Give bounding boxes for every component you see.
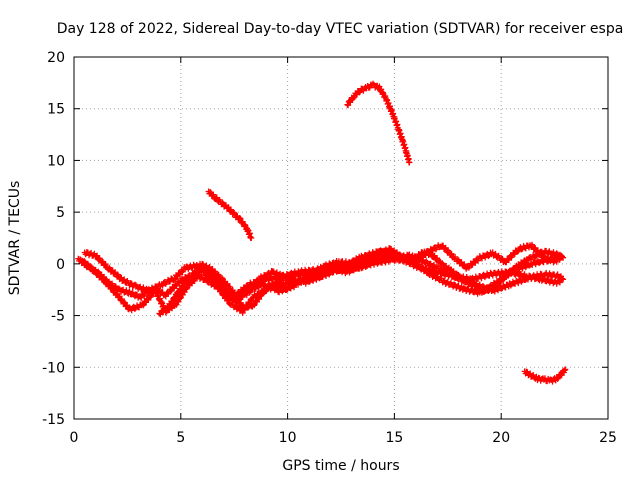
series-sat-track-e <box>156 247 564 318</box>
series-markers <box>521 366 569 385</box>
y-tick-label: -5 <box>51 309 65 325</box>
chart-title: Day 128 of 2022, Sidereal Day-to-day VTE… <box>57 21 624 37</box>
y-tick-label: 0 <box>56 257 65 273</box>
y-tick-label: 20 <box>47 50 65 66</box>
y-tick-label: -10 <box>42 360 65 376</box>
series-markers <box>344 80 413 166</box>
x-axis-label: GPS time / hours <box>282 458 399 474</box>
x-tick-label: 0 <box>70 430 79 446</box>
plot-frame <box>73 56 609 420</box>
x-tick-label: 20 <box>492 430 510 446</box>
axis-ticks: 0 5 10 15 20 25 -15 -10 -5 0 5 10 15 20 <box>42 50 617 446</box>
grid-lines <box>74 57 608 419</box>
y-tick-label: 10 <box>47 153 65 169</box>
series-arc-13-16h <box>344 80 413 166</box>
x-tick-label: 15 <box>385 430 403 446</box>
x-tick-label: 10 <box>279 430 297 446</box>
series-arc-21-23h <box>521 366 569 385</box>
data-series <box>75 80 569 385</box>
x-tick-label: 5 <box>176 430 185 446</box>
series-markers <box>205 188 255 241</box>
series-arc-6-8h <box>205 188 255 241</box>
y-tick-label: -15 <box>42 412 65 428</box>
y-tick-label: 5 <box>56 205 65 221</box>
series-markers <box>156 247 564 318</box>
y-tick-label: 15 <box>47 102 65 118</box>
y-axis-label: SDTVAR / TECUs <box>7 181 23 296</box>
x-tick-label: 25 <box>599 430 617 446</box>
